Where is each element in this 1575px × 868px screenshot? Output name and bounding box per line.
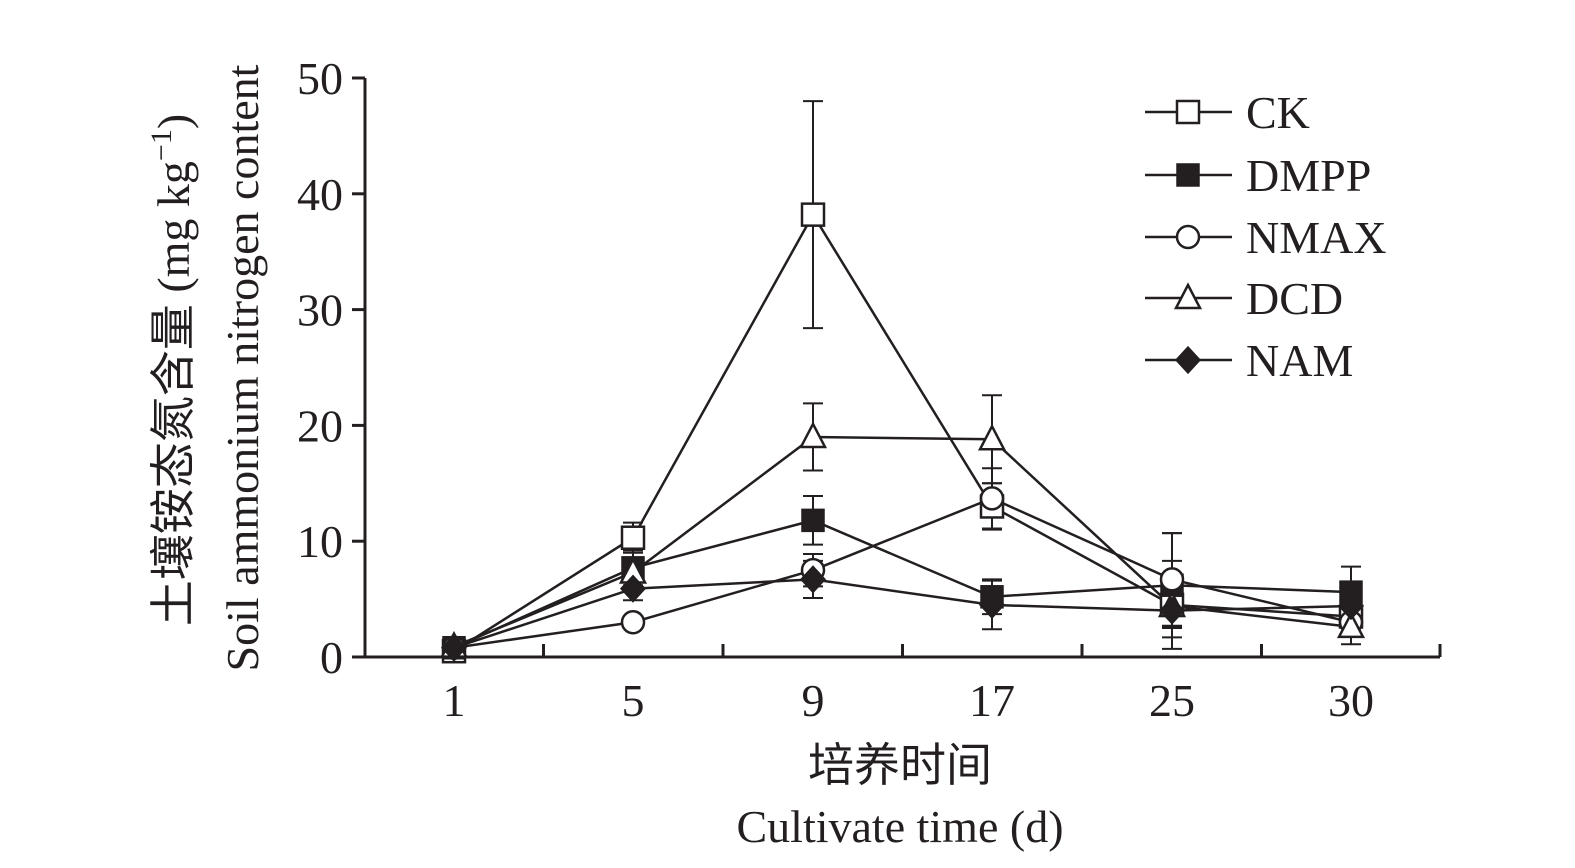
y-tick-label-10: 10 [297,516,343,567]
error-bars [444,100,1361,658]
legend-label-dcd: DCD [1246,273,1343,324]
legend-marker-dmpp [1176,163,1200,187]
x-tick-label-30: 30 [1328,675,1374,726]
series-line-ck [453,212,1352,653]
data-point-nam-25 [1158,596,1186,625]
y-axis-title-cn: 土壤铵态氮含量 (mg kg−1) [145,114,199,626]
series-line-nmax [453,496,1352,649]
data-point-nam-9 [799,565,827,594]
x-axis-title-en: Cultivate time (d) [736,801,1063,852]
legend-label-nam: NAM [1246,335,1353,386]
data-point-ck-5 [620,525,646,550]
y-axis-unit-superscript: −1 [145,129,178,161]
data-point-nam-17 [978,590,1006,619]
legend-marker-nam [1174,345,1202,375]
x-axis-title-cn: 培养时间 [808,740,992,791]
legend-marker-nmax [1175,224,1201,250]
data-point-dcd-17 [977,423,1007,451]
y-axis-title-en: Soil ammonium nitrogen content [217,64,268,671]
data-point-nam-5 [619,574,647,603]
y-tick-label-40: 40 [297,169,343,220]
data-point-ck-9 [800,202,826,227]
data-point-nmax-25 [1159,567,1185,592]
series-line-dcd [453,435,1352,648]
legend-marker-dcd [1173,282,1203,310]
x-tick-label-5: 5 [622,675,645,726]
y-tick-label-30: 30 [297,285,343,336]
y-axis-title-cn-text: 土壤铵态氮含量 (mg kg [148,161,199,626]
data-point-nam-1 [440,633,468,662]
data-point-dcd-9 [798,421,828,449]
x-tick-label-25: 25 [1149,675,1195,726]
legend-marker-ck [1175,99,1201,125]
y-tick-label-50: 50 [297,53,343,104]
y-axis-title-close: ) [148,114,199,129]
series-line-nam [453,578,1352,649]
data-point-nmax-5 [620,610,646,635]
legend-label-nmax: NMAX [1246,212,1387,263]
legend-label-ck: CK [1246,87,1310,138]
legend-label-dmpp: DMPP [1246,150,1371,201]
x-tick-label-1: 1 [443,675,466,726]
legend: CK DMPP NMAX DCD NAM [1145,87,1387,386]
series-lines [453,212,1352,653]
data-point-nam-30 [1337,591,1365,621]
data-point-nmax-17 [979,486,1005,511]
data-point-dmpp-9 [801,508,825,533]
data-point-dcd-30 [1336,611,1366,639]
axes: 0 10 20 30 40 50 1 5 9 17 25 30 [297,53,1442,726]
y-tick-label-0: 0 [320,632,343,683]
x-tick-label-17: 17 [969,675,1015,726]
x-tick-label-9: 9 [802,675,825,726]
y-tick-label-20: 20 [297,400,343,451]
